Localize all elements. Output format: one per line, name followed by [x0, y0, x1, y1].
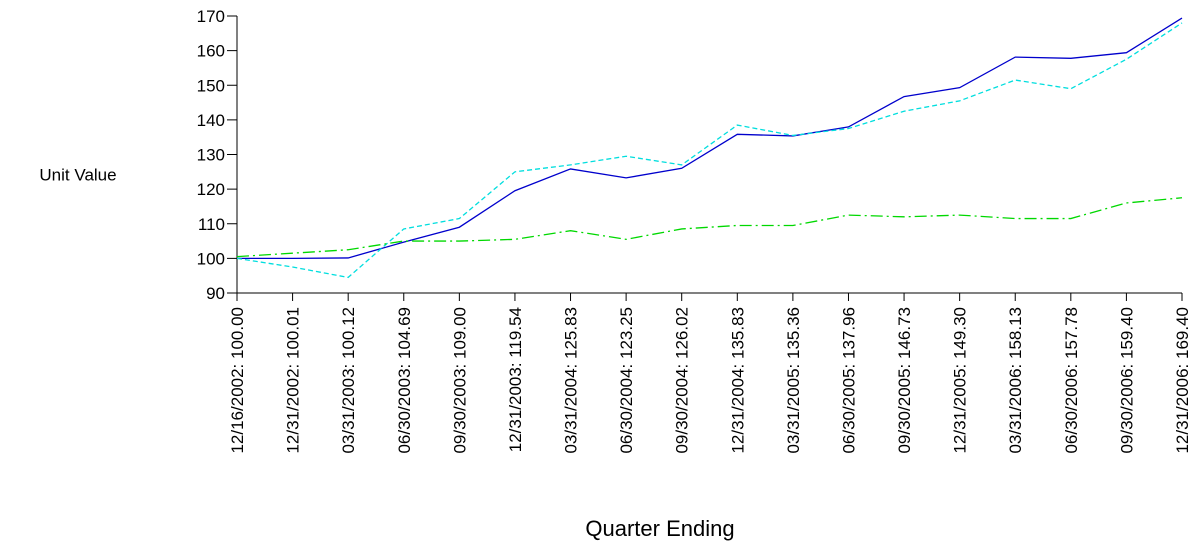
y-tick-label: 130 — [197, 146, 225, 165]
y-tick-label: 170 — [197, 7, 225, 26]
x-tick-label: 03/31/2003: 100.12 — [339, 307, 358, 454]
y-tick-label: 90 — [206, 284, 225, 303]
series-line — [236, 22, 1183, 279]
y-tick-label: 100 — [197, 249, 225, 268]
series-line — [236, 17, 1183, 260]
y-tick-label: 140 — [197, 111, 225, 130]
y-tick-label: 150 — [197, 76, 225, 95]
x-tick-label: 12/31/2003: 119.54 — [506, 307, 525, 452]
x-tick-label: 03/31/2005: 135.36 — [784, 307, 803, 454]
x-tick-label: 06/30/2004: 123.25 — [617, 307, 636, 454]
y-axis-title: Unit Value — [39, 165, 116, 184]
x-tick-label: 12/31/2005: 149.30 — [951, 307, 970, 454]
x-tick-label: 06/30/2003: 104.69 — [395, 307, 414, 454]
x-tick-label: 03/31/2006: 158.13 — [1006, 307, 1025, 454]
y-tick-label: 120 — [197, 180, 225, 199]
x-tick-label: 12/16/2002: 100.00 — [228, 307, 247, 454]
x-tick-label: 06/30/2006: 157.78 — [1062, 307, 1081, 454]
x-tick-label: 12/31/2006: 169.40 — [1173, 307, 1192, 454]
y-tick-label: 110 — [198, 215, 225, 234]
x-tick-label: 09/30/2005: 146.73 — [895, 307, 914, 454]
x-tick-label: 03/31/2004: 125.83 — [562, 307, 581, 454]
x-tick-label: 06/30/2005: 137.96 — [839, 307, 858, 454]
x-tick-label: 09/30/2003: 109.00 — [450, 307, 469, 454]
x-tick-label: 12/31/2004: 135.83 — [728, 307, 747, 454]
x-axis-title: Quarter Ending — [585, 516, 734, 541]
y-tick-label: 160 — [197, 42, 225, 61]
series-line — [236, 197, 1183, 258]
x-tick-label: 12/31/2002: 100.01 — [284, 307, 303, 454]
x-tick-label: 09/30/2006: 159.40 — [1117, 307, 1136, 454]
x-tick-label: 09/30/2004: 126.02 — [673, 307, 692, 454]
